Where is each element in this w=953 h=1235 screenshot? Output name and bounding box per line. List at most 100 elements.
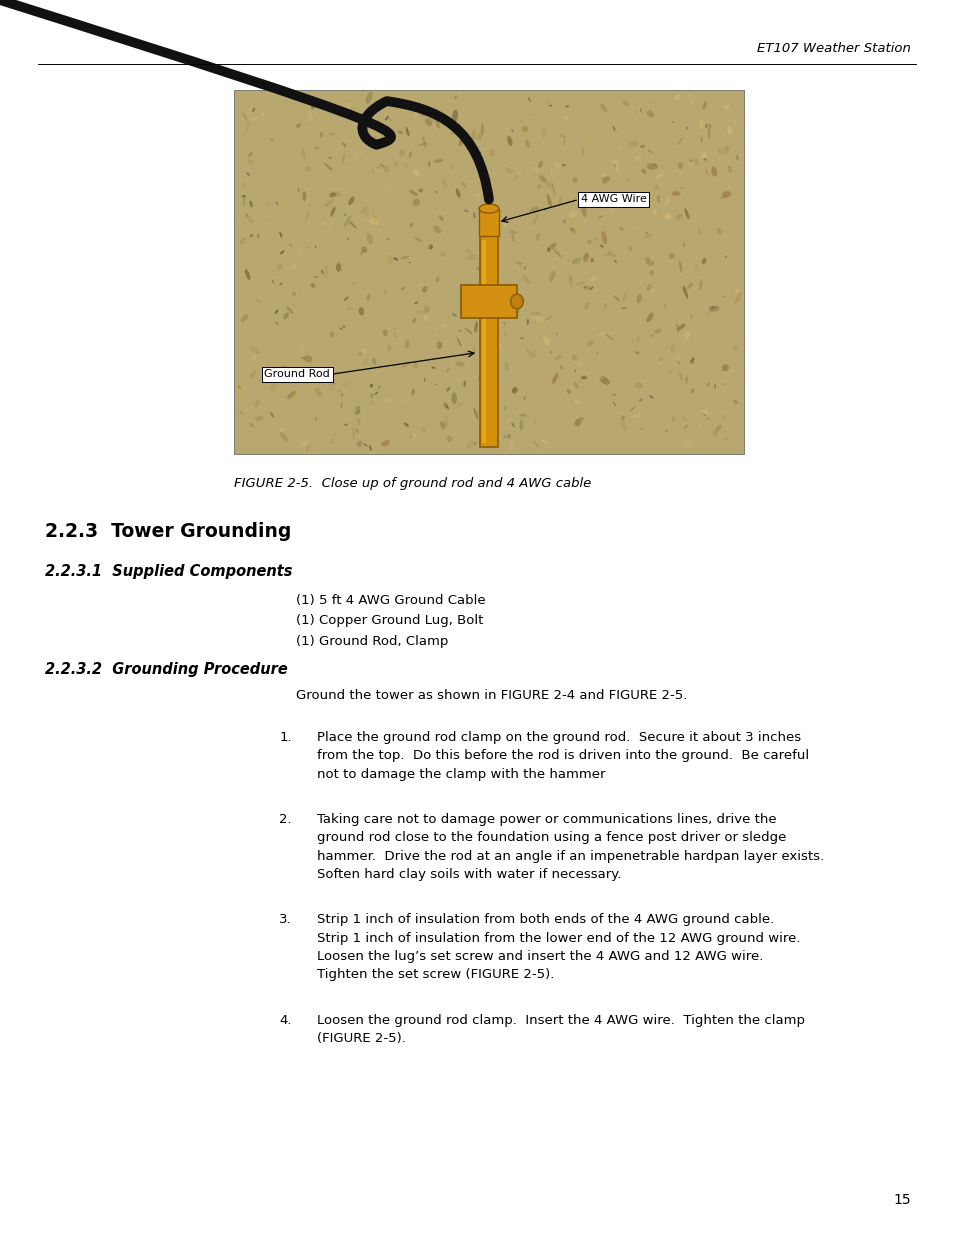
Ellipse shape <box>689 357 694 363</box>
Ellipse shape <box>574 417 583 426</box>
Ellipse shape <box>279 432 288 442</box>
Ellipse shape <box>506 189 510 195</box>
Ellipse shape <box>239 237 246 245</box>
Ellipse shape <box>265 201 270 206</box>
Ellipse shape <box>581 135 590 142</box>
Ellipse shape <box>436 277 438 283</box>
Ellipse shape <box>462 351 470 358</box>
Ellipse shape <box>648 101 656 104</box>
Ellipse shape <box>437 384 442 390</box>
Ellipse shape <box>682 378 687 388</box>
Ellipse shape <box>599 245 603 248</box>
Ellipse shape <box>702 186 707 193</box>
Ellipse shape <box>694 158 698 165</box>
Ellipse shape <box>360 157 363 163</box>
Ellipse shape <box>511 300 512 303</box>
Ellipse shape <box>543 98 548 101</box>
Ellipse shape <box>440 252 445 257</box>
Ellipse shape <box>473 212 475 219</box>
Ellipse shape <box>701 101 706 110</box>
Ellipse shape <box>484 416 488 424</box>
Ellipse shape <box>639 107 640 112</box>
Ellipse shape <box>296 377 301 382</box>
Ellipse shape <box>260 136 267 137</box>
Ellipse shape <box>252 107 254 112</box>
Ellipse shape <box>245 120 250 132</box>
Ellipse shape <box>688 159 693 162</box>
Ellipse shape <box>442 179 446 188</box>
Ellipse shape <box>358 308 364 315</box>
Ellipse shape <box>601 178 605 180</box>
Text: ET107 Weather Station: ET107 Weather Station <box>757 42 910 54</box>
Ellipse shape <box>655 173 662 179</box>
Ellipse shape <box>400 287 404 290</box>
Ellipse shape <box>607 367 609 373</box>
Ellipse shape <box>239 410 244 415</box>
Ellipse shape <box>694 263 697 273</box>
Ellipse shape <box>702 414 705 416</box>
Ellipse shape <box>372 214 377 227</box>
Text: Place the ground rod clamp on the ground rod.  Secure it about 3 inches: Place the ground rod clamp on the ground… <box>316 731 800 745</box>
Ellipse shape <box>473 442 476 446</box>
Ellipse shape <box>724 256 726 258</box>
Ellipse shape <box>314 245 315 248</box>
Text: hammer.  Drive the rod at an angle if an impenetrable hardpan layer exists.: hammer. Drive the rod at an angle if an … <box>316 850 823 863</box>
Ellipse shape <box>279 254 284 264</box>
Ellipse shape <box>621 196 627 201</box>
Ellipse shape <box>639 106 640 115</box>
Ellipse shape <box>639 278 644 284</box>
Ellipse shape <box>488 300 496 309</box>
Ellipse shape <box>418 189 422 193</box>
Ellipse shape <box>594 178 597 183</box>
Ellipse shape <box>677 309 683 311</box>
Ellipse shape <box>620 415 624 420</box>
Ellipse shape <box>546 243 556 251</box>
Ellipse shape <box>413 199 419 206</box>
Ellipse shape <box>704 124 707 128</box>
Ellipse shape <box>654 164 656 165</box>
Ellipse shape <box>357 203 358 215</box>
Ellipse shape <box>329 193 335 198</box>
Ellipse shape <box>234 221 243 228</box>
Ellipse shape <box>723 437 728 441</box>
Ellipse shape <box>598 377 603 379</box>
Ellipse shape <box>517 262 521 267</box>
Ellipse shape <box>504 361 508 372</box>
Ellipse shape <box>601 173 604 177</box>
Ellipse shape <box>359 406 362 411</box>
Text: 2.2.3.1  Supplied Components: 2.2.3.1 Supplied Components <box>45 564 292 579</box>
Ellipse shape <box>683 331 689 338</box>
Ellipse shape <box>321 221 330 227</box>
Ellipse shape <box>733 144 737 153</box>
Ellipse shape <box>612 126 615 131</box>
Text: Loosen the lug’s set screw and insert the 4 AWG and 12 AWG wire.: Loosen the lug’s set screw and insert th… <box>316 950 762 963</box>
Ellipse shape <box>732 300 736 306</box>
Ellipse shape <box>677 324 685 330</box>
Ellipse shape <box>514 262 523 264</box>
Ellipse shape <box>372 357 375 364</box>
Ellipse shape <box>476 133 481 141</box>
Ellipse shape <box>444 415 447 421</box>
Ellipse shape <box>513 174 520 182</box>
Ellipse shape <box>240 238 245 245</box>
Ellipse shape <box>246 173 250 175</box>
Ellipse shape <box>297 188 299 191</box>
Ellipse shape <box>278 427 284 433</box>
Ellipse shape <box>376 165 378 169</box>
Ellipse shape <box>702 158 706 161</box>
Ellipse shape <box>364 216 369 220</box>
Ellipse shape <box>273 384 277 393</box>
Ellipse shape <box>277 264 282 270</box>
Ellipse shape <box>601 177 610 183</box>
Ellipse shape <box>569 210 577 217</box>
Ellipse shape <box>668 370 672 374</box>
Ellipse shape <box>705 198 709 203</box>
Ellipse shape <box>333 382 335 384</box>
Ellipse shape <box>672 416 674 421</box>
Ellipse shape <box>569 275 572 287</box>
Text: FIGURE 2-5.  Close up of ground rod and 4 AWG cable: FIGURE 2-5. Close up of ground rod and 4… <box>233 477 590 490</box>
Ellipse shape <box>345 106 355 112</box>
Ellipse shape <box>423 378 425 382</box>
Ellipse shape <box>622 162 625 167</box>
Ellipse shape <box>369 400 374 405</box>
